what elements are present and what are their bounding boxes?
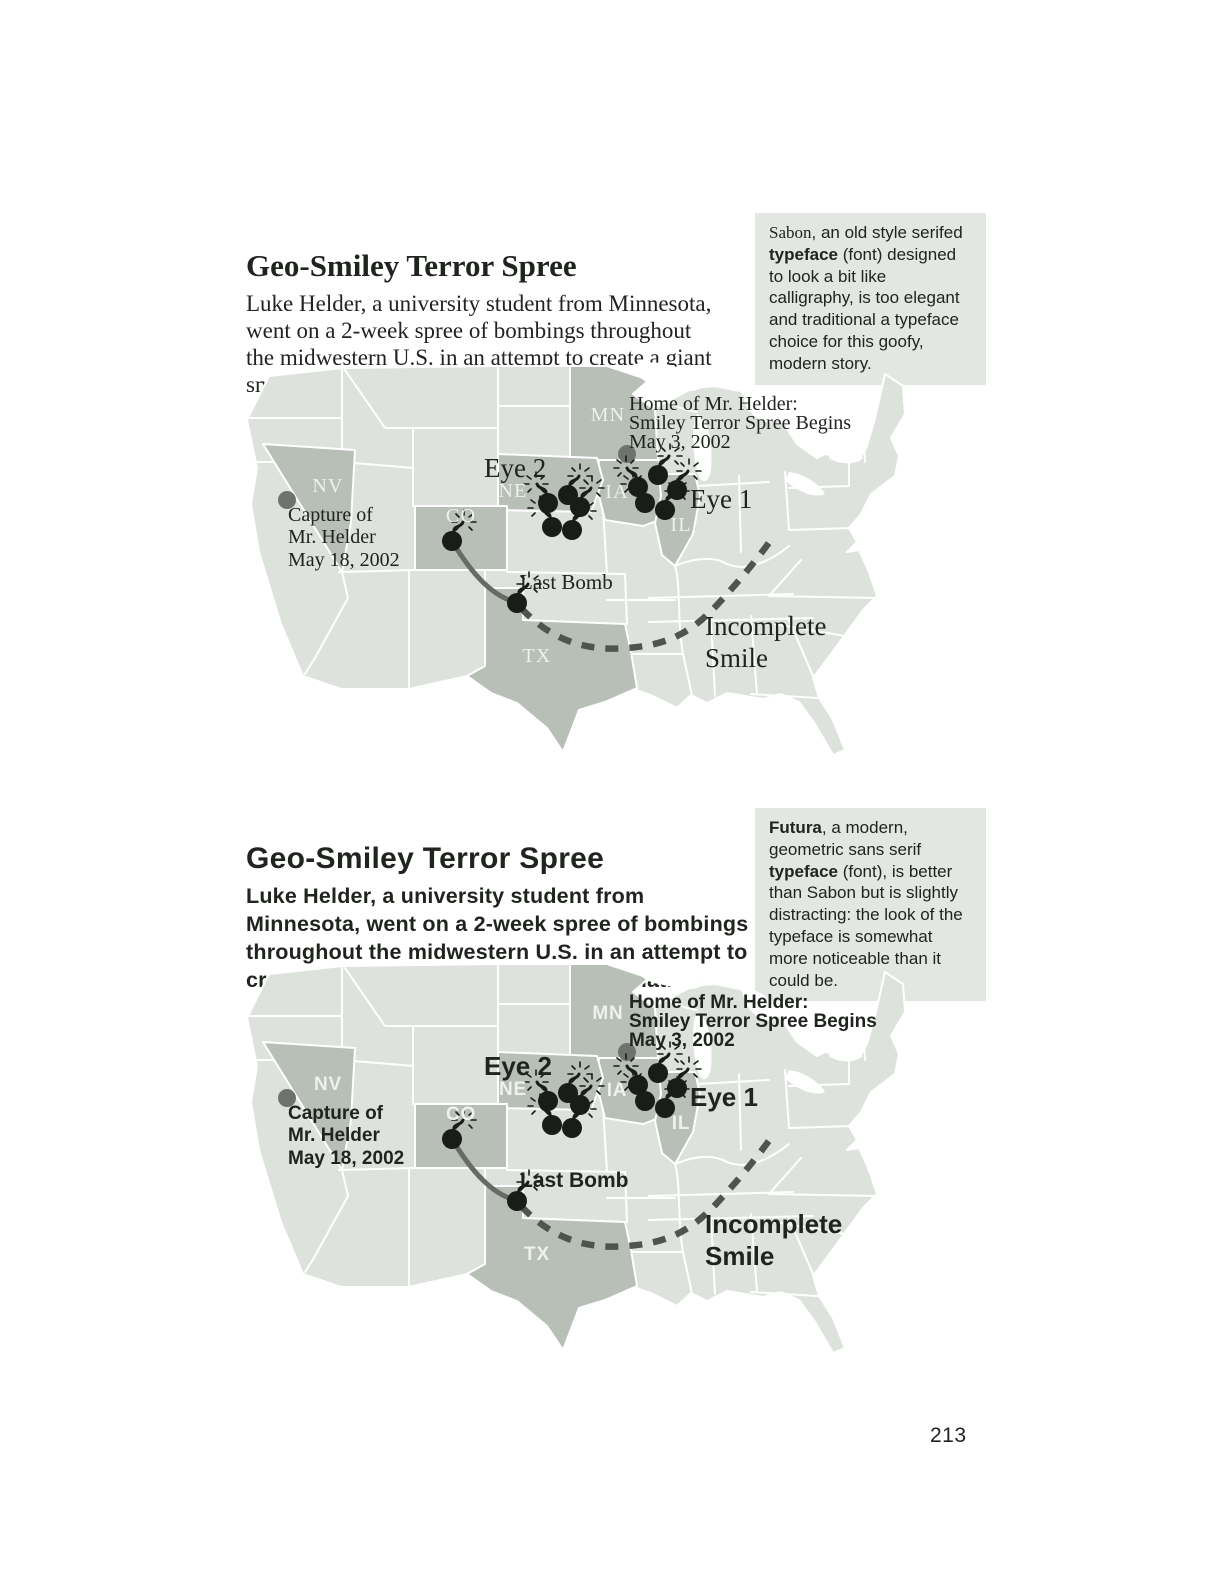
us-map: MN NE IA IL CO NV TX Home of Mr. Helder:… <box>244 362 906 756</box>
home-annotation: Home of Mr. Helder: Smiley Terror Spree … <box>629 393 851 453</box>
capture-annotation-line3: May 18, 2002 <box>288 549 400 571</box>
home-annotation-line3: May 3, 2002 <box>629 431 731 453</box>
section-title-futura: Geo-Smiley Terror Spree <box>246 842 605 876</box>
capture-location-dot <box>278 491 296 509</box>
incomplete-smile-line1: Incomplete <box>705 611 826 641</box>
eye1-label: Eye 1 <box>690 484 752 514</box>
home-annotation-line1: Home of Mr. Helder: <box>629 992 808 1013</box>
state-label-ne: NE <box>499 1079 527 1100</box>
home-annotation-line2: Smiley Terror Spree Begins <box>629 412 851 434</box>
lake-erie <box>785 1070 825 1094</box>
capture-annotation-line2: Mr. Helder <box>288 1125 380 1146</box>
incomplete-smile-line1: Incomplete <box>705 1209 842 1239</box>
home-location-dot <box>618 445 636 463</box>
incomplete-smile-line2: Smile <box>705 1241 774 1271</box>
page-number: 213 <box>930 1424 967 1447</box>
lake-ontario <box>829 450 863 464</box>
great-lakes <box>634 960 863 1094</box>
note-lead-word: Futura <box>769 818 822 837</box>
state-label-ia: IA <box>605 481 629 503</box>
incomplete-smile-annotation: Incomplete Smile <box>705 1209 842 1271</box>
home-annotation-line2: Smiley Terror Spree Begins <box>629 1011 877 1032</box>
capture-location-dot <box>278 1089 296 1107</box>
section-title-sabon: Geo-Smiley Terror Spree <box>246 247 577 283</box>
state-label-il: IL <box>670 514 691 536</box>
eye2-label: Eye 2 <box>484 453 546 483</box>
note-lead-word: Sabon <box>769 223 812 242</box>
note-text: (font) designed to look a bit like calli… <box>769 244 960 373</box>
map-futura-version: MN NE IA IL CO NV TX Home of Mr. Helder:… <box>244 956 906 1356</box>
state-borders <box>244 963 878 1299</box>
us-map: MN NE IA IL CO NV TX Home of Mr. Helder:… <box>244 960 906 1354</box>
home-annotation-line3: May 3, 2002 <box>629 1030 735 1051</box>
map-sabon-version: MN NE IA IL CO NV TX Home of Mr. Helder:… <box>244 358 906 758</box>
state-label-mn: MN <box>592 1003 623 1024</box>
lake-huron <box>741 989 779 1021</box>
last-bomb-label: Last Bomb <box>520 570 613 594</box>
lake-ontario <box>829 1048 863 1062</box>
state-label-nv: NV <box>314 1074 342 1095</box>
state-texas <box>466 1185 638 1351</box>
state-label-mn: MN <box>591 404 626 426</box>
state-nevada <box>262 1041 356 1171</box>
note-text: , an old style serifed <box>811 223 963 242</box>
state-label-il: IL <box>672 1113 691 1134</box>
capture-annotation: Capture of Mr. Helder May 18, 2002 <box>288 1103 404 1169</box>
state-label-tx: TX <box>522 645 551 667</box>
incomplete-smile-dashed-curve <box>518 535 776 652</box>
lake-huron <box>741 391 779 423</box>
capture-annotation-line2: Mr. Helder <box>288 526 376 548</box>
note-text: , a modern, geometric sans serif <box>769 818 922 859</box>
state-label-tx: TX <box>524 1244 550 1265</box>
last-bomb-label: Last Bomb <box>520 1169 629 1192</box>
note-bold-word: typeface <box>769 861 838 881</box>
great-lakes <box>634 362 863 496</box>
home-annotation-line1: Home of Mr. Helder: <box>629 393 798 415</box>
lake-michigan <box>692 414 712 482</box>
eye2-label: Eye 2 <box>484 1051 552 1081</box>
home-annotation: Home of Mr. Helder: Smiley Terror Spree … <box>629 992 877 1051</box>
typeface-note-futura: Futura, a modern, geometric sans serif t… <box>755 808 986 1002</box>
lake-superior <box>634 960 705 990</box>
incomplete-smile-dashed-curve <box>518 1133 776 1250</box>
typeface-note-sabon: Sabon, an old style serifed typeface (fo… <box>755 213 986 385</box>
state-texas <box>466 587 638 753</box>
lake-michigan <box>692 1012 712 1080</box>
state-label-nv: NV <box>312 475 343 497</box>
state-label-co: CO <box>446 1104 476 1125</box>
incomplete-smile-line2: Smile <box>705 643 768 673</box>
capture-annotation-line1: Capture of <box>288 1103 384 1124</box>
home-location-dot <box>618 1043 636 1061</box>
state-borders <box>244 365 878 701</box>
state-label-ia: IA <box>607 1080 628 1101</box>
capture-annotation-line3: May 18, 2002 <box>288 1148 404 1169</box>
capture-annotation: Capture of Mr. Helder May 18, 2002 <box>288 504 400 571</box>
state-nevada <box>262 443 356 573</box>
capture-annotation-line1: Capture of <box>288 504 373 526</box>
state-label-co: CO <box>446 505 476 527</box>
note-text: (font), is better than Sabon but is slig… <box>769 861 963 990</box>
state-label-ne: NE <box>498 480 527 502</box>
note-bold-word: typeface <box>769 244 838 264</box>
eye1-label: Eye 1 <box>690 1082 758 1112</box>
incomplete-smile-annotation: Incomplete Smile <box>705 611 826 673</box>
lake-erie <box>785 472 825 496</box>
lake-superior <box>634 362 705 392</box>
